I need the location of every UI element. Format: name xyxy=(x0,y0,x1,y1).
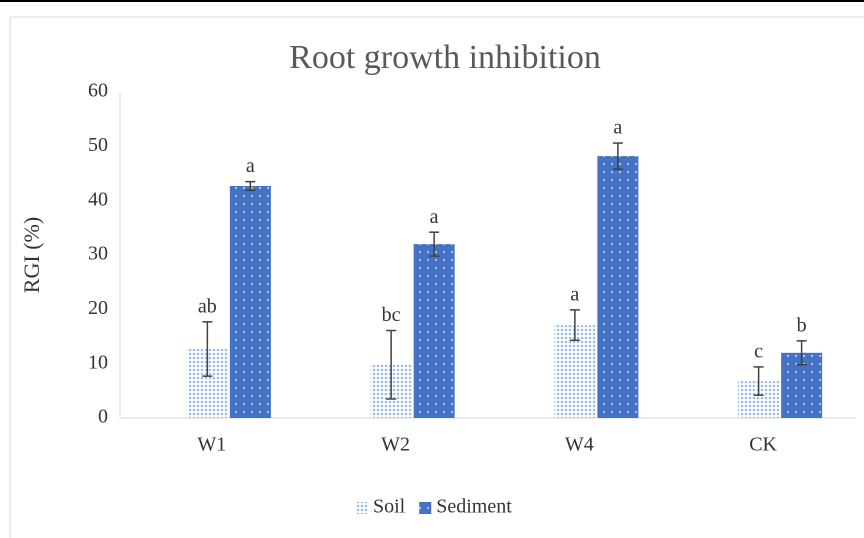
chart-title: Root growth inhibition xyxy=(289,39,601,76)
error-bar xyxy=(612,142,623,170)
significance-letter: ab xyxy=(198,295,217,317)
y-tick-label: 0 xyxy=(98,406,108,428)
legend-swatch xyxy=(419,502,432,514)
significance-letter: a xyxy=(613,117,622,139)
significance-letter: a xyxy=(570,283,579,305)
error-bar xyxy=(753,366,764,396)
y-tick-label: 30 xyxy=(88,243,108,265)
y-tick-label: 50 xyxy=(88,134,108,156)
y-tick-label: 20 xyxy=(88,297,108,319)
error-bar xyxy=(202,321,213,377)
legend-label: Sediment xyxy=(436,496,512,518)
bar xyxy=(597,156,639,418)
bar xyxy=(413,244,455,418)
error-bar xyxy=(796,340,807,366)
x-tick-label: W2 xyxy=(381,434,410,456)
error-bar xyxy=(245,180,256,192)
bar xyxy=(229,185,271,418)
legend-label: Soil xyxy=(373,496,406,518)
significance-letter: a xyxy=(246,155,255,177)
error-bar xyxy=(429,231,440,257)
x-tick-label: W1 xyxy=(197,434,226,456)
significance-letter: c xyxy=(754,341,763,363)
significance-letter: bc xyxy=(382,304,401,326)
y-axis-label: RGI (%) xyxy=(19,217,44,293)
chart-frame xyxy=(9,16,864,538)
y-tick-label: 40 xyxy=(88,188,108,210)
y-tick-label: 10 xyxy=(88,351,108,373)
significance-letter: b xyxy=(797,314,807,336)
error-bar xyxy=(569,309,580,342)
y-tick-label: 60 xyxy=(88,80,108,102)
significance-letter: a xyxy=(430,206,439,228)
x-tick-label: W4 xyxy=(565,434,594,456)
x-tick-label: CK xyxy=(749,434,777,456)
legend-swatch xyxy=(356,502,368,514)
error-bar xyxy=(386,329,397,400)
